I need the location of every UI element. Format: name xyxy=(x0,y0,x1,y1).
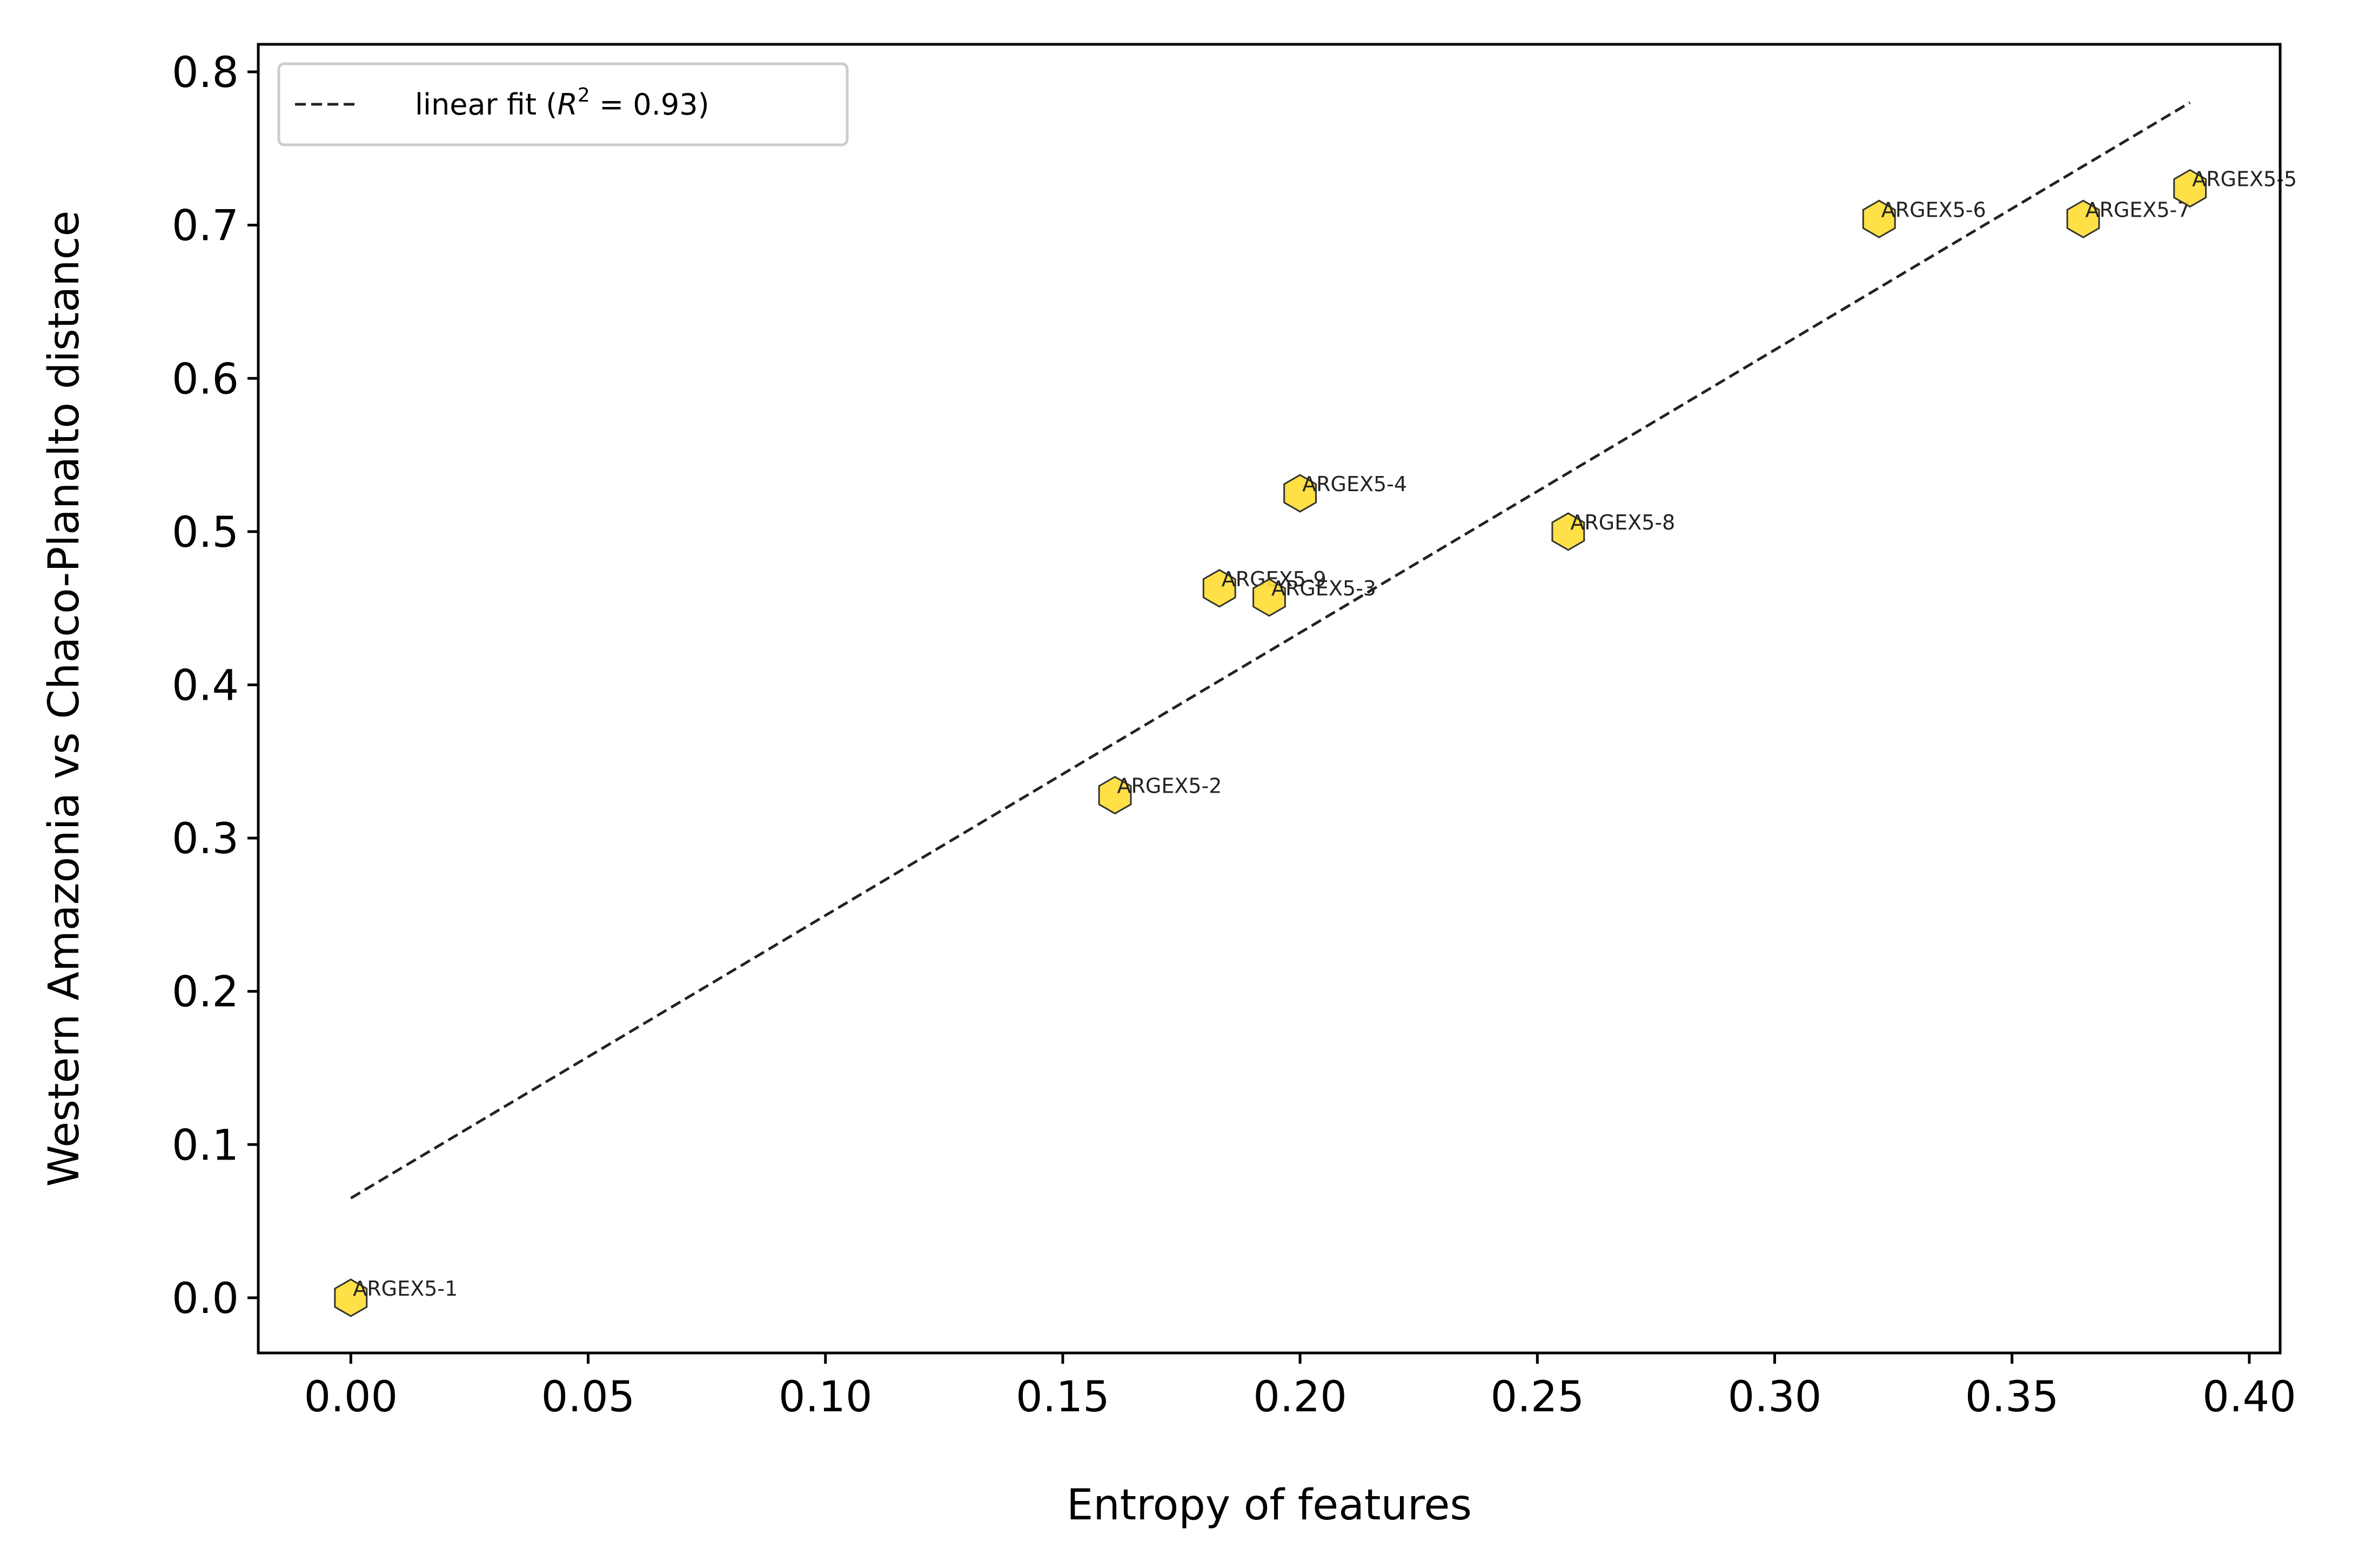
y-axis-title: Western Amazonia vs Chaco-Planalto dista… xyxy=(40,211,89,1187)
y-tick-label: 0.1 xyxy=(172,1121,239,1170)
y-tick-label: 0.5 xyxy=(172,508,239,557)
legend: linear fit (R2 = 0.93) xyxy=(277,62,849,146)
legend-label: linear fit (R2 = 0.93) xyxy=(415,84,709,122)
x-axis-title: Entropy of features xyxy=(1067,1481,1472,1530)
y-tick-label: 0.6 xyxy=(172,355,239,404)
x-tick-label: 0.40 xyxy=(2202,1373,2296,1422)
legend-r-exponent: 2 xyxy=(578,84,590,106)
x-tick-label: 0.35 xyxy=(1965,1373,2059,1422)
y-tick-label: 0.2 xyxy=(172,968,239,1017)
x-tick-label: 0.00 xyxy=(304,1373,398,1422)
data-point xyxy=(1202,569,1236,608)
points-layer: ARGEX5-1ARGEX5-2ARGEX5-9ARGEX5-3ARGEX5-4… xyxy=(334,167,2297,1317)
x-tick-label: 0.30 xyxy=(1728,1373,1822,1422)
point-label: ARGEX5-6 xyxy=(1881,198,1986,222)
legend-r-value: = 0.93) xyxy=(590,88,709,122)
point-label: ARGEX5-4 xyxy=(1302,472,1407,496)
data-point xyxy=(1252,578,1286,617)
point-label: ARGEX5-1 xyxy=(353,1277,458,1301)
x-tick-label: 0.25 xyxy=(1490,1373,1584,1422)
x-tick-label: 0.20 xyxy=(1253,1373,1347,1422)
ticks-layer: 0.00 0.05 0.10 0.15 0.20 0.25 0.30 0.35 0.40 0.0 0… xyxy=(172,49,2296,1422)
data-point xyxy=(1551,512,1585,551)
data-point xyxy=(1098,775,1132,815)
x-tick-label: 0.15 xyxy=(1016,1373,1110,1422)
y-tick-label: 0.8 xyxy=(172,49,239,97)
fit-line-layer xyxy=(350,101,2191,1200)
point-label: ARGEX5-3 xyxy=(1271,577,1376,600)
plot-area-frame xyxy=(257,43,2282,1355)
x-tick-label: 0.05 xyxy=(541,1373,635,1422)
point-label: ARGEX5-7 xyxy=(2085,198,2190,222)
data-point xyxy=(2173,169,2207,208)
legend-box xyxy=(277,62,849,146)
data-point xyxy=(2066,199,2100,239)
linear-fit-line xyxy=(350,101,2191,1200)
legend-r-symbol: R xyxy=(557,88,578,122)
data-point xyxy=(1283,474,1317,513)
data-point xyxy=(1862,199,1896,239)
data-point xyxy=(334,1278,368,1317)
point-label: ARGEX5-8 xyxy=(1570,511,1675,534)
x-tick-label: 0.10 xyxy=(779,1373,873,1422)
point-label: ARGEX5-2 xyxy=(1117,774,1222,798)
y-tick-label: 0.7 xyxy=(172,202,239,251)
legend-prefix: linear fit ( xyxy=(415,88,557,122)
y-tick-label: 0.3 xyxy=(172,815,239,863)
y-tick-label: 0.0 xyxy=(172,1275,239,1323)
y-tick-label: 0.4 xyxy=(172,661,239,710)
